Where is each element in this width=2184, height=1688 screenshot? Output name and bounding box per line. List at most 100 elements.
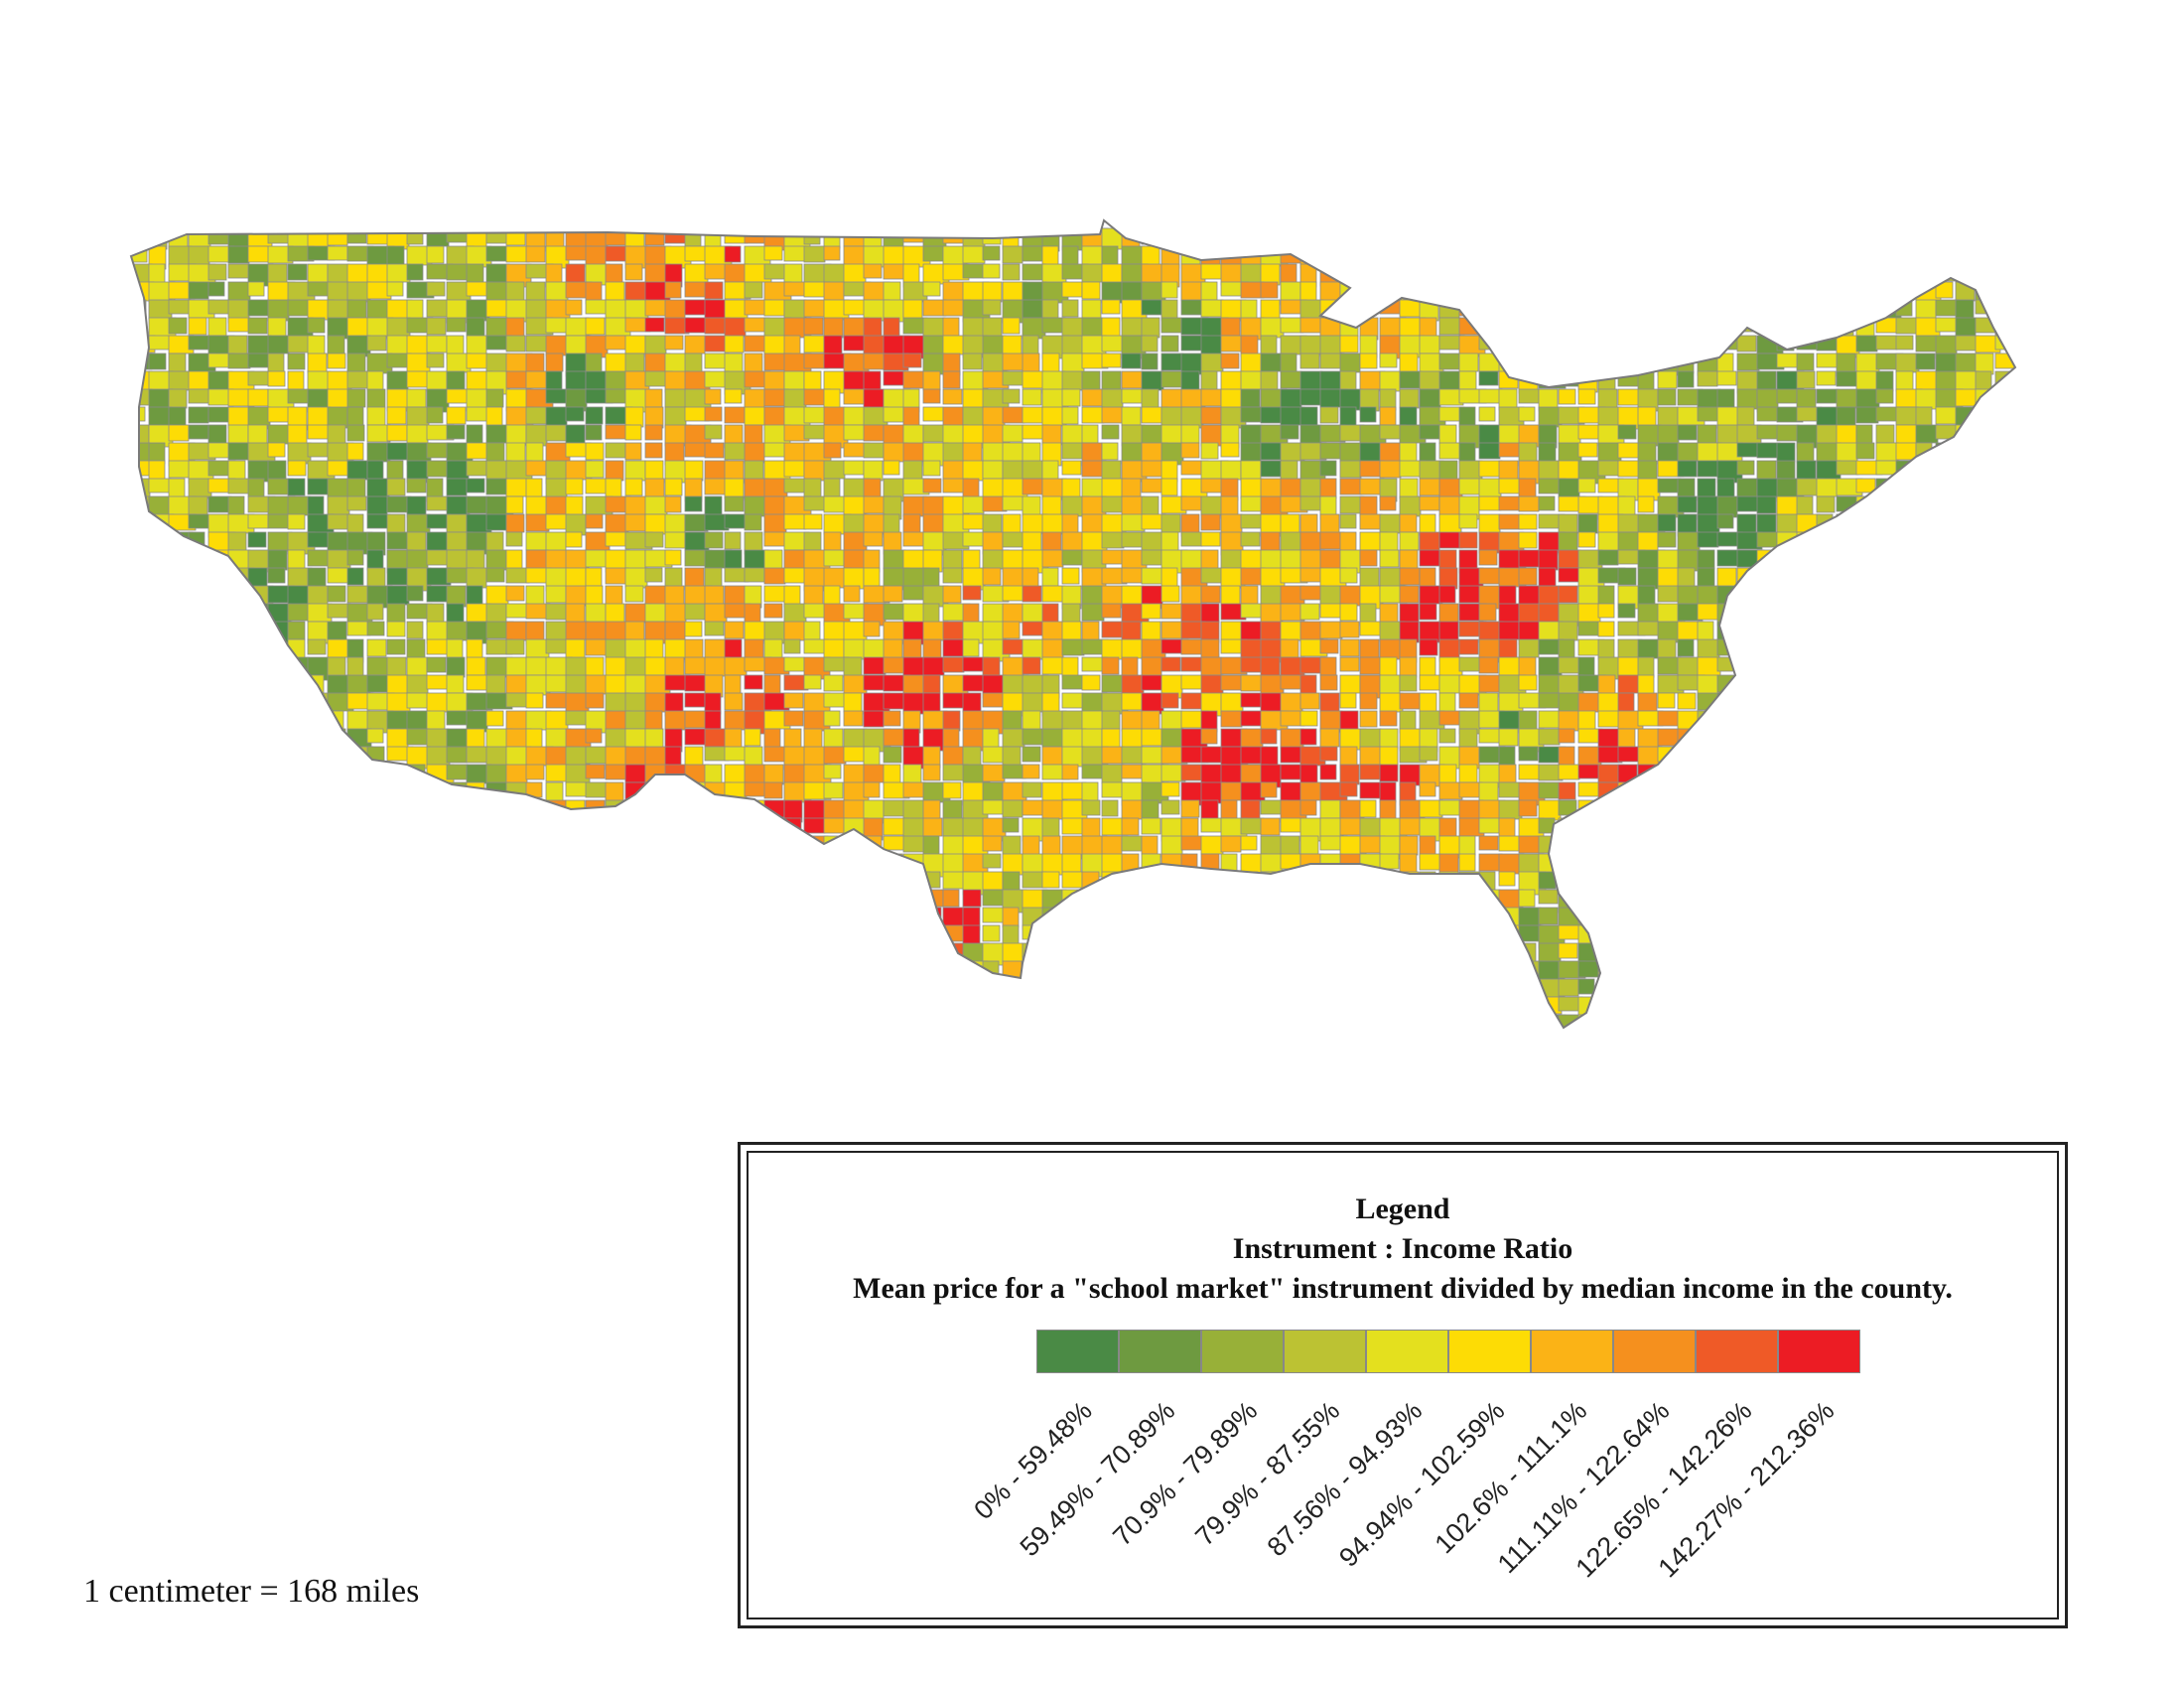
county-cell (188, 960, 215, 979)
county-cell (1299, 907, 1324, 922)
county-cell (1180, 924, 1200, 946)
county-cell (545, 871, 573, 888)
county-cell (207, 799, 236, 823)
county-cell (744, 442, 765, 464)
county-cell (267, 996, 287, 1021)
county-cell (1816, 996, 1840, 1019)
county-cell (605, 728, 629, 750)
county-cell (426, 585, 451, 603)
county-cell (1975, 692, 1995, 708)
county-cell (1339, 1014, 1362, 1028)
county-cell (131, 603, 152, 623)
county-cell (446, 674, 465, 694)
county-cell (2014, 942, 2015, 959)
county-cell (902, 352, 922, 368)
county-cell (1895, 710, 1920, 733)
county-cell (1558, 656, 1580, 674)
county-cell (1816, 495, 1836, 513)
county-cell (1716, 1014, 1744, 1028)
county-cell (1677, 317, 1705, 338)
county-cell (1280, 317, 1304, 334)
county-cell (207, 567, 231, 592)
county-cell (545, 907, 568, 928)
county-cell (1141, 889, 1160, 910)
county-cell (327, 835, 348, 860)
county-cell (763, 889, 785, 908)
county-cell (1975, 817, 2002, 842)
county-cell (485, 907, 512, 926)
county-cell (1955, 638, 1983, 657)
county-cell (168, 692, 197, 712)
county-cell (1816, 567, 1842, 592)
county-cell (1577, 978, 1595, 995)
county-cell (922, 674, 941, 694)
county-cell (1260, 656, 1281, 677)
county-cell (1915, 746, 1942, 770)
county-cell (724, 406, 746, 424)
county-cell (168, 585, 189, 605)
county-cell (1776, 621, 1804, 641)
county-cell (1141, 335, 1159, 352)
county-cell (327, 549, 351, 569)
county-cell (1697, 567, 1715, 589)
county-cell (783, 835, 810, 860)
county-cell (724, 924, 750, 944)
county-cell (843, 924, 863, 944)
county-cell (624, 567, 648, 589)
county-cell (664, 549, 682, 566)
county-cell (267, 638, 286, 654)
county-cell (1280, 924, 1300, 940)
county-cell (1399, 567, 1421, 586)
county-cell (843, 656, 863, 678)
county-cell (1399, 370, 1423, 389)
county-cell (505, 513, 525, 533)
county-cell (1339, 942, 1358, 965)
county-cell (1518, 746, 1539, 762)
county-cell (922, 567, 940, 587)
county-cell (1617, 871, 1639, 896)
county-cell (1935, 978, 1958, 1001)
county-cell (1935, 460, 1961, 479)
county-cell (545, 1014, 566, 1028)
county-cell (1002, 638, 1024, 655)
county-cell (505, 817, 532, 841)
county-cell (1319, 764, 1337, 780)
county-cell (624, 442, 642, 461)
county-cell (1994, 996, 2015, 1015)
county-cell (1359, 746, 1382, 766)
county-cell (1458, 924, 1486, 940)
county-cell (1280, 513, 1300, 535)
county-cell (1955, 853, 1981, 876)
county-cell (1935, 853, 1962, 873)
county-cell (1061, 567, 1080, 585)
county-cell (982, 835, 1003, 852)
county-cell (1160, 871, 1189, 892)
county-cell (545, 513, 570, 530)
county-cell (624, 746, 648, 766)
county-cell (1736, 299, 1765, 323)
county-cell (485, 567, 505, 583)
county-cell (227, 781, 249, 804)
county-cell (1458, 764, 1478, 783)
county-cell (227, 531, 247, 552)
county-cell (1955, 513, 1979, 538)
county-cell (386, 710, 409, 730)
county-cell (227, 817, 250, 839)
county-cell (1061, 978, 1089, 999)
county-cell (803, 245, 826, 263)
county-cell (287, 960, 313, 980)
county-cell (1280, 978, 1305, 999)
county-cell (823, 978, 847, 1001)
county-cell (485, 585, 509, 607)
county-cell (1776, 674, 1805, 696)
county-cell (207, 960, 225, 985)
county-cell (386, 781, 412, 806)
county-cell (525, 924, 549, 941)
county-cell (585, 728, 603, 744)
county-cell (1558, 764, 1580, 780)
county-cell (1756, 781, 1775, 800)
county-cell (664, 853, 693, 871)
county-cell (1697, 1014, 1717, 1028)
county-cell (843, 335, 867, 352)
county-cell (1597, 531, 1620, 552)
